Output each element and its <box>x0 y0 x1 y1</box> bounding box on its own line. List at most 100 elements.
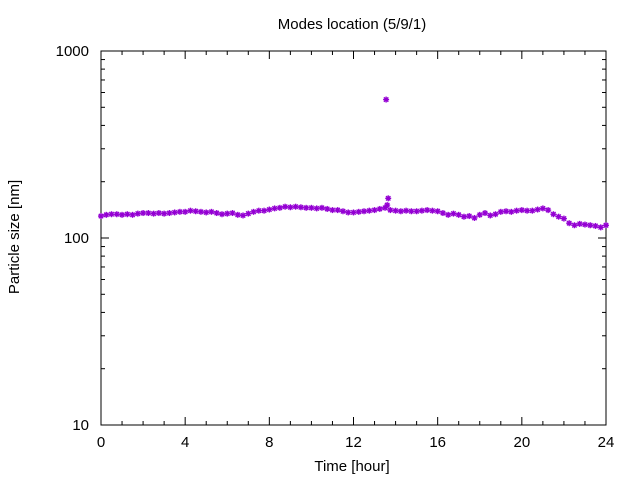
x-tick-label: 4 <box>181 434 189 451</box>
data-point <box>250 208 257 215</box>
x-tick-label: 20 <box>513 434 530 451</box>
data-point <box>413 208 420 215</box>
data-point <box>539 205 546 212</box>
data-point <box>503 208 510 215</box>
data-point <box>492 211 499 218</box>
data-point <box>113 211 120 218</box>
x-tick-label: 12 <box>345 434 362 451</box>
data-point <box>508 208 515 215</box>
data-point <box>434 208 441 215</box>
data-point <box>197 208 204 215</box>
data-point <box>140 210 147 217</box>
data-point <box>240 212 247 219</box>
data-point <box>566 220 573 227</box>
data-point <box>524 207 531 214</box>
data-point <box>187 207 194 214</box>
data-point <box>303 204 310 211</box>
data-point <box>287 204 294 211</box>
x-tick-label: 8 <box>265 434 273 451</box>
plot-frame <box>100 50 607 426</box>
data-point <box>171 209 178 216</box>
data-point <box>581 221 588 228</box>
data-point <box>482 210 489 217</box>
data-point <box>445 211 452 218</box>
data-point <box>597 224 604 231</box>
data-point <box>555 213 562 220</box>
data-point <box>471 214 478 221</box>
data-points <box>98 96 609 231</box>
data-point <box>318 204 325 211</box>
data-point <box>371 207 378 214</box>
data-point <box>108 211 115 218</box>
data-point <box>345 209 352 216</box>
data-point <box>550 211 557 218</box>
data-point <box>266 206 273 213</box>
chart-title: Modes location (5/9/1) <box>278 16 426 33</box>
data-point <box>98 213 104 220</box>
data-point <box>271 205 278 212</box>
data-point <box>592 222 599 229</box>
data-point <box>192 208 199 215</box>
y-tick-label: 1000 <box>56 43 89 60</box>
data-point <box>129 211 136 218</box>
data-point <box>161 210 168 217</box>
data-point <box>397 208 404 215</box>
data-point <box>176 208 183 215</box>
data-point <box>355 208 362 215</box>
tick-labels: 0 4 8 12 16 20 24 10 100 1000 <box>56 43 615 451</box>
data-point <box>392 207 399 214</box>
data-point <box>439 210 446 217</box>
data-point <box>313 205 320 212</box>
data-point <box>383 96 390 103</box>
data-point <box>292 203 299 210</box>
y-axis-label: Particle size [nm] <box>6 180 23 294</box>
data-point <box>560 215 567 222</box>
data-point <box>297 204 304 211</box>
data-point <box>208 208 215 215</box>
data-point <box>476 211 483 218</box>
data-point <box>276 204 283 211</box>
data-point <box>487 212 494 219</box>
axes <box>100 50 607 426</box>
data-point <box>282 203 289 210</box>
data-point <box>229 210 236 217</box>
data-point <box>124 211 131 218</box>
data-point <box>571 222 578 229</box>
data-point <box>460 213 467 220</box>
data-point <box>255 207 262 214</box>
data-point <box>155 210 162 217</box>
data-point <box>119 211 126 218</box>
data-point <box>234 211 241 218</box>
data-point <box>224 210 231 217</box>
data-point <box>366 207 373 214</box>
data-point <box>361 208 368 215</box>
data-point <box>418 207 425 214</box>
data-point <box>261 207 268 214</box>
data-point <box>603 222 609 229</box>
data-point <box>103 211 110 218</box>
data-point <box>134 210 141 217</box>
data-point <box>529 207 536 214</box>
data-point <box>545 207 552 214</box>
data-point <box>350 209 357 216</box>
data-point <box>182 208 189 215</box>
data-point <box>376 205 383 212</box>
data-point <box>245 210 252 217</box>
data-point <box>455 211 462 218</box>
data-point <box>334 207 341 214</box>
data-point <box>424 207 431 214</box>
data-point <box>387 207 394 214</box>
data-point <box>203 209 210 216</box>
data-point <box>150 210 157 217</box>
data-point <box>408 208 415 215</box>
data-point <box>466 213 473 220</box>
data-point <box>587 222 594 229</box>
data-point <box>213 210 220 217</box>
x-axis-label: Time [hour] <box>314 458 389 475</box>
data-point <box>384 202 391 209</box>
data-point <box>166 210 173 217</box>
data-point <box>339 208 346 215</box>
data-point <box>218 211 225 218</box>
data-point <box>385 195 392 202</box>
